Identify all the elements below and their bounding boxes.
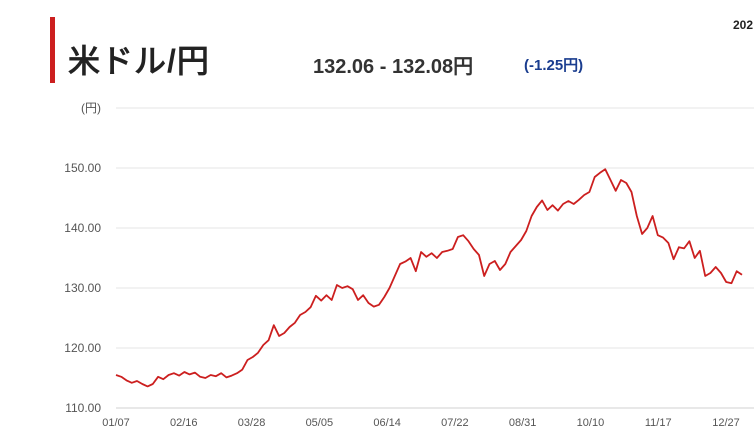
x-tick-label: 12/27 bbox=[712, 417, 740, 429]
y-tick-label: 110.00 bbox=[65, 401, 101, 415]
x-tick-label: 05/05 bbox=[306, 417, 334, 429]
y-tick-label: 140.00 bbox=[64, 221, 101, 235]
y-axis-unit-label: (円) bbox=[81, 101, 101, 115]
x-tick-label: 08/31 bbox=[509, 417, 537, 429]
y-tick-label: 150.00 bbox=[64, 161, 101, 175]
x-tick-label: 11/17 bbox=[645, 417, 672, 429]
title-accent-bar bbox=[50, 17, 55, 83]
x-tick-label: 03/28 bbox=[238, 417, 266, 429]
x-tick-label: 02/16 bbox=[170, 417, 198, 429]
bid-ask-quote: 132.06 - 132.08円 bbox=[313, 56, 474, 78]
date-fragment: 202 bbox=[733, 18, 754, 32]
page-title: 米ドル/円 bbox=[68, 43, 210, 79]
x-tick-label: 10/10 bbox=[577, 417, 605, 429]
x-tick-label: 01/07 bbox=[102, 417, 130, 429]
x-tick-label: 06/14 bbox=[373, 417, 401, 429]
y-tick-label: 130.00 bbox=[64, 281, 101, 295]
price-change: (-1.25円) bbox=[524, 57, 584, 74]
y-tick-label: 120.00 bbox=[64, 341, 101, 355]
x-tick-label: 07/22 bbox=[441, 417, 469, 429]
price-series-line bbox=[115, 168, 743, 388]
